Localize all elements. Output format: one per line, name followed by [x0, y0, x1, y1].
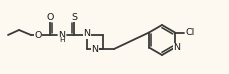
Text: N: N	[173, 43, 180, 52]
Text: S: S	[71, 13, 77, 22]
Text: N: N	[91, 44, 98, 54]
Text: N: N	[83, 30, 90, 38]
Text: Cl: Cl	[185, 28, 194, 37]
Text: N: N	[58, 30, 65, 40]
Text: O: O	[46, 13, 53, 22]
Text: O: O	[34, 30, 41, 40]
Text: H: H	[59, 37, 65, 43]
